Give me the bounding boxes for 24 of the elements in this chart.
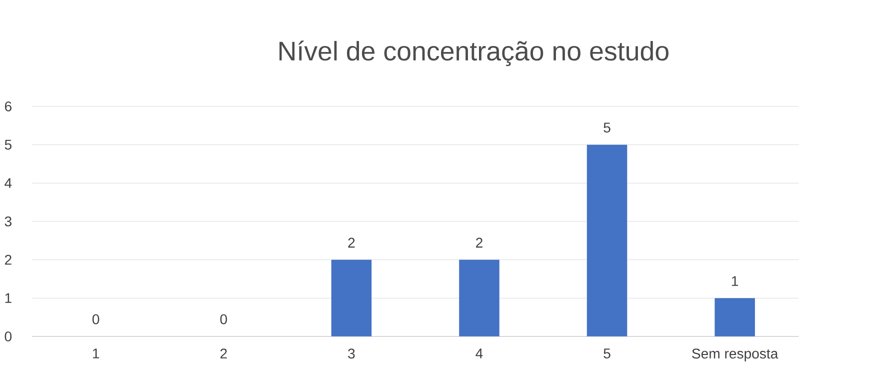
bar <box>459 260 500 336</box>
x-tick-label: 1 <box>92 348 100 358</box>
y-tick-label: 3 <box>4 216 12 226</box>
data-label: 0 <box>92 314 100 324</box>
x-tick-label: 4 <box>476 348 483 358</box>
y-tick-label: 1 <box>5 293 12 303</box>
data-label: 1 <box>732 276 738 286</box>
bar <box>714 298 755 336</box>
y-tick-label: 0 <box>4 331 12 342</box>
x-tick-label: 2 <box>220 348 227 358</box>
x-tick-label: 3 <box>348 348 355 358</box>
data-label: 0 <box>220 314 227 324</box>
y-tick-label: 2 <box>4 254 12 265</box>
chart-title: Nível de concentração no estudo <box>279 40 668 66</box>
y-tick-label: 5 <box>4 140 12 150</box>
x-tick-label: Sem resposta <box>692 348 778 362</box>
y-tick-label: 4 <box>4 178 12 188</box>
data-label: 2 <box>348 238 355 248</box>
bar <box>331 260 372 336</box>
data-label: 5 <box>604 122 610 132</box>
y-tick-label: 6 <box>4 101 12 112</box>
x-tick-label: 5 <box>604 348 610 358</box>
data-label: 2 <box>476 238 482 248</box>
bar <box>586 144 628 336</box>
